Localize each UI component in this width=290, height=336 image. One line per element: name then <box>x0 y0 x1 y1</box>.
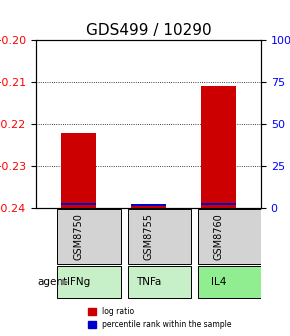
FancyBboxPatch shape <box>198 209 261 264</box>
FancyBboxPatch shape <box>57 209 121 264</box>
FancyBboxPatch shape <box>128 209 191 264</box>
Bar <box>61 132 96 208</box>
Text: agent: agent <box>38 277 68 287</box>
Text: TNFa: TNFa <box>136 277 161 287</box>
Bar <box>201 203 236 205</box>
FancyBboxPatch shape <box>198 266 261 298</box>
Legend: log ratio, percentile rank within the sample: log ratio, percentile rank within the sa… <box>85 304 234 332</box>
Text: IFNg: IFNg <box>67 277 90 287</box>
FancyBboxPatch shape <box>57 266 121 298</box>
Title: GDS499 / 10290: GDS499 / 10290 <box>86 23 211 38</box>
Text: GSM8750: GSM8750 <box>73 213 84 260</box>
Bar <box>201 86 236 208</box>
Bar <box>131 204 166 208</box>
Bar <box>61 203 96 205</box>
Text: GSM8760: GSM8760 <box>214 213 224 260</box>
Text: IL4: IL4 <box>211 277 226 287</box>
Bar <box>131 204 166 206</box>
Text: GSM8755: GSM8755 <box>144 213 154 260</box>
FancyBboxPatch shape <box>128 266 191 298</box>
